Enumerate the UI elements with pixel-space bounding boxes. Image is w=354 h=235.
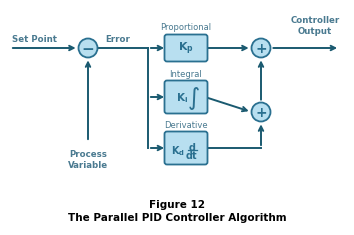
Circle shape <box>79 39 97 58</box>
Text: Controller
Output: Controller Output <box>290 16 339 36</box>
Text: Proportional: Proportional <box>160 23 212 32</box>
Text: $\mathbf{K_d}$: $\mathbf{K_d}$ <box>171 144 185 158</box>
Text: +: + <box>255 42 267 56</box>
Text: Set Point: Set Point <box>11 35 57 44</box>
Text: $\int$: $\int$ <box>187 86 199 113</box>
Text: Error: Error <box>105 35 130 44</box>
Circle shape <box>251 102 270 121</box>
Text: +: + <box>255 106 267 120</box>
Text: $\mathbf{K_i}$: $\mathbf{K_i}$ <box>176 91 188 105</box>
Text: Integral: Integral <box>170 70 202 79</box>
Circle shape <box>251 39 270 58</box>
Text: $\mathbf{d}$: $\mathbf{d}$ <box>188 141 196 153</box>
FancyBboxPatch shape <box>165 132 207 164</box>
FancyBboxPatch shape <box>165 35 207 62</box>
Text: −: − <box>82 42 95 56</box>
Text: $\mathbf{dt}$: $\mathbf{dt}$ <box>185 149 199 161</box>
FancyBboxPatch shape <box>165 81 207 114</box>
Text: Figure 12: Figure 12 <box>149 200 205 210</box>
Text: Process
Variable: Process Variable <box>68 150 108 170</box>
Text: $\mathbf{K_p}$: $\mathbf{K_p}$ <box>178 41 194 57</box>
Text: Derivative: Derivative <box>164 121 208 130</box>
Text: The Parallel PID Controller Algorithm: The Parallel PID Controller Algorithm <box>68 213 286 223</box>
